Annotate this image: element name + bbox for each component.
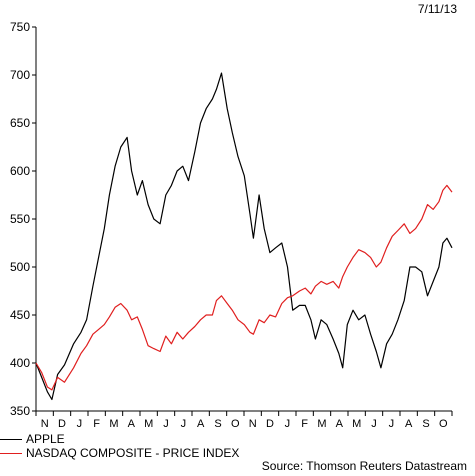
legend-item-nasdaq: NASDAQ COMPOSITE - PRICE INDEX xyxy=(0,446,239,460)
series-line-nasdaq xyxy=(35,184,453,391)
y-tick-label: 650 xyxy=(10,116,30,130)
x-tick-label: A xyxy=(197,418,205,430)
y-tick-label: 400 xyxy=(10,356,30,370)
y-tick-label: 700 xyxy=(10,68,30,82)
x-tick-label: S xyxy=(422,418,429,430)
x-tick-label: M xyxy=(352,418,361,430)
x-tick-label: M xyxy=(144,418,153,430)
series-line-apple xyxy=(35,72,453,401)
x-tick-label: J xyxy=(389,418,395,430)
x-tick-label: O xyxy=(439,418,448,430)
x-tick-label: F xyxy=(301,418,308,430)
x-tick-label: M xyxy=(317,418,326,430)
x-tick-label: J xyxy=(77,418,83,430)
x-tick-label: J xyxy=(285,418,291,430)
x-tick-label: M xyxy=(109,418,118,430)
x-tick-label: F xyxy=(93,418,100,430)
x-tick-label: S xyxy=(214,418,221,430)
x-tick-label: N xyxy=(41,418,49,430)
y-tick-label: 550 xyxy=(10,212,30,226)
date-stamp: 7/11/13 xyxy=(417,2,457,16)
legend-item-apple: APPLE xyxy=(0,432,65,446)
x-tick-label: J xyxy=(163,418,169,430)
y-tick-label: 450 xyxy=(10,308,30,322)
source-note: Source: Thomson Reuters Datastream xyxy=(261,459,467,473)
x-tick-label: A xyxy=(336,418,344,430)
x-tick-label: D xyxy=(58,418,66,430)
legend-swatch-apple xyxy=(0,439,22,441)
plot-lines xyxy=(35,72,453,401)
legend-swatch-nasdaq xyxy=(0,453,22,455)
x-tick-label: O xyxy=(231,418,240,430)
y-tick-label: 350 xyxy=(10,404,30,418)
x-tick-label: A xyxy=(128,418,136,430)
x-tick-label: A xyxy=(405,418,413,430)
x-tick-label: N xyxy=(249,418,257,430)
y-tick-label: 600 xyxy=(10,164,30,178)
legend-label-nasdaq: NASDAQ COMPOSITE - PRICE INDEX xyxy=(26,446,240,460)
y-tick-label: 500 xyxy=(10,260,30,274)
x-tick-label: D xyxy=(266,418,274,430)
x-tick-label: J xyxy=(371,418,377,430)
legend-label-apple: APPLE xyxy=(26,432,65,446)
y-tick-label: 750 xyxy=(10,20,30,34)
x-tick-label: J xyxy=(181,418,187,430)
y-axis: 350 400 450 500 550 600 650 700 750 xyxy=(10,20,37,418)
